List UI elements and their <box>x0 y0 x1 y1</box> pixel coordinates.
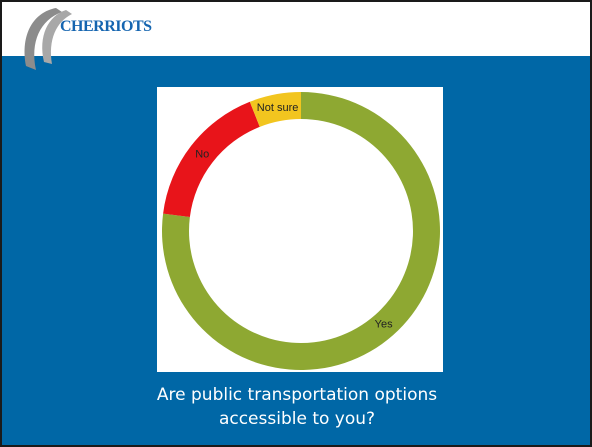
header-band: CHERRIOTS <box>2 2 590 70</box>
segment-label: No <box>195 148 209 160</box>
segment-label: Not sure <box>257 102 299 114</box>
logo-swoosh <box>24 8 72 70</box>
segment-label: Yes <box>375 319 393 331</box>
donut-chart: Yes No Not sure <box>162 92 440 370</box>
chart-box: Yes No Not sure <box>157 87 443 372</box>
caption: Are public transportation options access… <box>156 385 438 429</box>
donut-segment <box>163 101 260 217</box>
donut-segment <box>249 92 301 127</box>
logo-text: CHERRIOTS <box>60 18 152 35</box>
